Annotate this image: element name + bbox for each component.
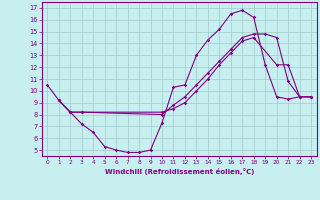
X-axis label: Windchill (Refroidissement éolien,°C): Windchill (Refroidissement éolien,°C) xyxy=(105,168,254,175)
